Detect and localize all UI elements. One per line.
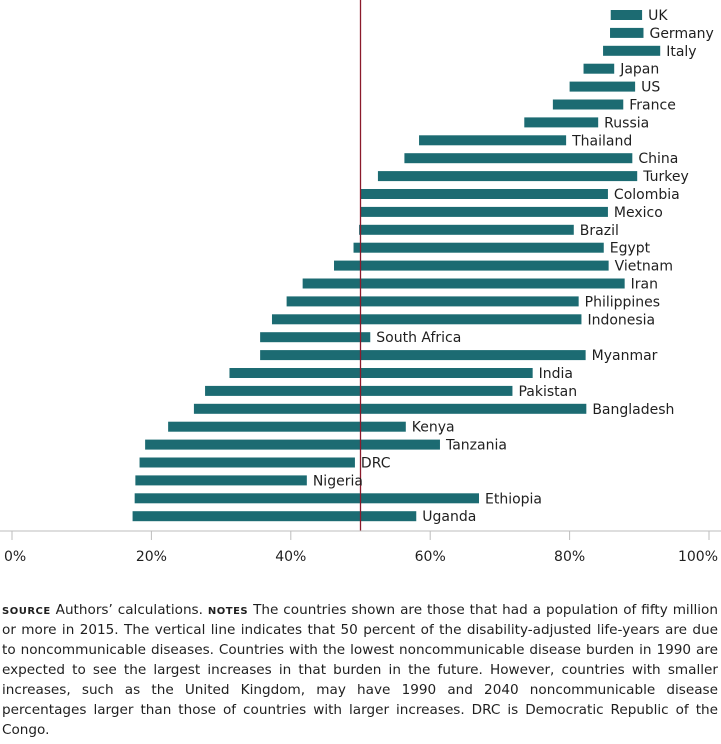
bar-thailand (419, 135, 567, 146)
country-label-italy: Italy (666, 44, 696, 60)
bar-nigeria (135, 475, 307, 486)
country-label-germany: Germany (649, 26, 713, 42)
country-label-mexico: Mexico (614, 205, 663, 221)
country-label-ethiopia: Ethiopia (485, 491, 542, 507)
x-tick-label: 100% (678, 549, 718, 565)
country-label-pakistan: Pakistan (518, 384, 577, 400)
bar-germany (610, 27, 644, 38)
country-label-thailand: Thailand (571, 133, 632, 149)
bar-turkey (377, 171, 638, 182)
x-tick-label: 80% (554, 549, 585, 565)
bar-kenya (168, 421, 406, 432)
bar-japan (583, 63, 615, 74)
bar-uk (610, 10, 643, 20)
x-tick-label: 0% (4, 549, 26, 565)
bar-drc (139, 457, 355, 468)
x-tick-label: 60% (415, 549, 446, 565)
bar-china (404, 153, 633, 164)
country-label-us: US (641, 80, 660, 96)
country-label-bangladesh: Bangladesh (592, 402, 674, 418)
x-tick-label: 20% (136, 549, 167, 565)
x-tick-label: 40% (275, 549, 306, 565)
country-label-china: China (638, 151, 678, 167)
bar-france (552, 99, 624, 110)
bar-vietnam (334, 260, 609, 271)
source-label: Source (2, 602, 51, 618)
country-label-russia: Russia (604, 115, 649, 131)
bar-tanzania (145, 439, 440, 450)
bars-layer (132, 10, 661, 522)
country-label-iran: Iran (631, 277, 658, 293)
country-label-brazil: Brazil (580, 223, 619, 239)
chart-notes: Source Authors’ calculations. Notes The … (2, 600, 718, 740)
bar-iran (302, 278, 625, 289)
bar-bangladesh (193, 403, 587, 414)
country-label-nigeria: Nigeria (313, 473, 363, 489)
country-label-myanmar: Myanmar (592, 348, 658, 364)
bar-egypt (353, 242, 604, 253)
country-label-japan: Japan (619, 62, 659, 78)
bar-pakistan (205, 385, 513, 396)
bar-italy (603, 45, 661, 56)
source-text: Authors’ calculations. (55, 602, 203, 618)
country-label-philippines: Philippines (585, 294, 660, 310)
bar-philippines (286, 296, 579, 307)
country-label-india: India (539, 366, 573, 382)
country-label-france: France (629, 98, 676, 114)
bar-us (569, 81, 636, 92)
country-label-uk: UK (648, 8, 668, 24)
country-label-turkey: Turkey (642, 169, 689, 185)
bar-indonesia (271, 314, 582, 325)
country-label-drc: DRC (361, 456, 391, 472)
country-label-uganda: Uganda (422, 509, 476, 525)
bar-brazil (359, 224, 574, 235)
notes-label: Notes (207, 602, 249, 618)
x-axis-ticks: 0% 20% 40% 60% 80% 100% (4, 531, 718, 565)
bar-india (229, 368, 533, 378)
bar-ethiopia (134, 493, 479, 504)
bar-colombia (360, 189, 608, 199)
country-label-egypt: Egypt (610, 241, 651, 257)
country-label-kenya: Kenya (412, 420, 455, 436)
country-label-indonesia: Indonesia (587, 312, 655, 328)
bar-south-africa (260, 332, 371, 343)
country-label-tanzania: Tanzania (445, 438, 507, 454)
bar-myanmar (260, 350, 586, 361)
country-label-south-africa: South Africa (376, 330, 461, 346)
range-bar-chart: 0% 20% 40% 60% 80% 100% UK Germany Italy Japan US… (0, 0, 721, 565)
country-label-vietnam: Vietnam (615, 259, 673, 275)
bar-russia (524, 117, 599, 128)
country-label-colombia: Colombia (614, 187, 680, 203)
notes-text: The countries shown are those that had a… (2, 602, 718, 738)
bar-uganda (132, 511, 417, 522)
bar-mexico (360, 206, 608, 217)
